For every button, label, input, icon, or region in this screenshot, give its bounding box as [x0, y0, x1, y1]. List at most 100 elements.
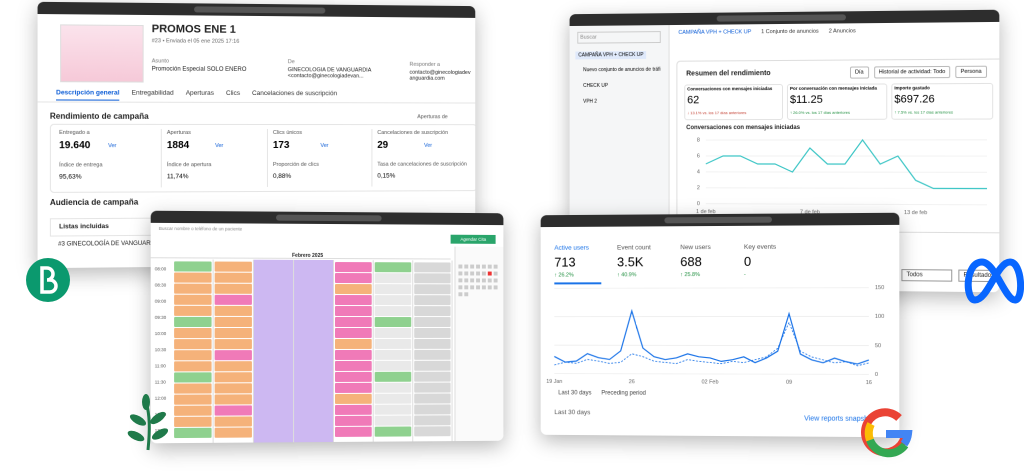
- time-label: 12:00: [155, 396, 166, 401]
- stat-link[interactable]: Ver: [108, 143, 116, 149]
- appointment: [174, 261, 211, 271]
- mini-cal-day: [458, 271, 462, 275]
- grid-line: [554, 373, 869, 374]
- breadcrumb-item[interactable]: CAMPAÑA VPH + CHECK UP: [678, 29, 751, 36]
- metric-label[interactable]: New users: [680, 244, 711, 251]
- metric-value: 0: [744, 254, 751, 269]
- controls: Día Historial de actividad: Todo Persona: [850, 66, 987, 79]
- x-tick-label: 26: [629, 379, 635, 385]
- mini-cal-day: [476, 265, 480, 269]
- tab[interactable]: Cancelaciones de suscripción: [252, 90, 337, 101]
- time-label: 08:30: [155, 283, 166, 288]
- legend: Last 30 days Preceding period: [558, 390, 646, 396]
- x-tick-label: 19 Jan: [546, 379, 562, 385]
- new-appointment-button[interactable]: Agendar Cita: [451, 235, 496, 244]
- appointment: [215, 262, 252, 272]
- appointment: [375, 262, 412, 272]
- mini-cal-day: [476, 285, 480, 289]
- stat-link[interactable]: Ver: [215, 143, 223, 149]
- time-label: 13:00: [155, 428, 166, 433]
- appointment: [375, 372, 412, 382]
- report-link[interactable]: View reports snapshot: [804, 415, 874, 422]
- date-range[interactable]: Last 30 days: [554, 409, 590, 416]
- mini-cal-day: [464, 278, 468, 282]
- appointment: [335, 416, 372, 426]
- appointment: [215, 416, 252, 426]
- stat-label: Cancelaciones de suscripción: [377, 130, 448, 136]
- appointment: [174, 394, 211, 404]
- y-tick-label: 0: [875, 372, 878, 378]
- tab[interactable]: Descripción general: [56, 89, 119, 100]
- stat-label: Aperturas: [167, 130, 191, 136]
- appointment: [174, 372, 211, 382]
- metric-change: ↑ 26.0% vs. los 17 días anteriores: [790, 110, 850, 115]
- time-label: 10:00: [155, 331, 166, 336]
- stat-label: Clics únicos: [273, 130, 302, 136]
- data-line: [554, 322, 869, 365]
- appointment: [414, 350, 450, 360]
- dropdown[interactable]: Historial de actividad: Todo: [874, 66, 951, 79]
- section-title: Rendimiento de campaña: [50, 112, 149, 121]
- rate-label: Tasa de cancelaciones de suscripción: [377, 162, 467, 168]
- audience-title: Audiencia de campaña: [50, 198, 138, 208]
- metric-label: Conversaciones con mensajes iniciadas: [687, 86, 772, 91]
- appointment: [215, 273, 252, 283]
- mini-cal-day: [476, 272, 480, 276]
- appointment: [174, 361, 211, 371]
- appointment: [414, 273, 450, 283]
- dropdown[interactable]: Persona: [956, 66, 987, 78]
- appointment: [414, 361, 450, 371]
- mini-cal-day: [476, 278, 480, 282]
- appointment: [335, 339, 372, 349]
- appointment: [174, 328, 211, 338]
- stat-link[interactable]: Ver: [424, 143, 432, 149]
- day-column: [254, 260, 294, 443]
- data-line: [554, 311, 869, 364]
- rate-value: 11,74%: [167, 173, 189, 180]
- appointment: [335, 317, 372, 327]
- label: De: [288, 59, 295, 65]
- breadcrumb-item[interactable]: 1 Conjunto de anuncios: [761, 29, 819, 36]
- appointment: [174, 317, 211, 327]
- sidebar-item: CHECK UP: [583, 83, 608, 89]
- appointment: [215, 361, 252, 371]
- banner: [60, 24, 143, 82]
- appointment: [215, 295, 252, 305]
- rate-label: Índice de entrega: [59, 162, 102, 168]
- title-bar: [570, 10, 1000, 26]
- x-tick-label: 16: [866, 380, 872, 386]
- stat-value: 19.640: [59, 140, 90, 151]
- metric-label[interactable]: Event count: [617, 244, 651, 251]
- appointment: [375, 339, 412, 349]
- y-tick-label: 4: [697, 169, 700, 175]
- grid-line: [706, 204, 987, 205]
- rate-value: 95,63%: [59, 174, 82, 181]
- appointment: [174, 295, 211, 305]
- tab[interactable]: Clics: [226, 90, 240, 101]
- appointment: [375, 405, 412, 415]
- tab[interactable]: Entregabilidad: [132, 90, 174, 101]
- from: GINECOLOGIA DE VANGUARDIA <contacto@gine…: [288, 67, 396, 79]
- mini-cal-day: [458, 292, 462, 296]
- tab[interactable]: Aperturas: [186, 90, 214, 101]
- stat-link[interactable]: Ver: [320, 143, 328, 149]
- metric-label: Por conversación con mensajes iniciada: [790, 86, 877, 91]
- appointment: [414, 328, 450, 338]
- calendar-window: Buscar nombre o teléfono de un paciente …: [151, 211, 504, 444]
- metric-label[interactable]: Key events: [744, 244, 776, 251]
- brevo-logo-letter: [42, 268, 56, 292]
- appointment: [215, 350, 252, 360]
- stat-value: 29: [377, 140, 388, 151]
- mini-cal-day: [488, 285, 492, 289]
- appointment: [414, 404, 450, 414]
- appointment: [335, 372, 372, 382]
- dropdown[interactable]: Día: [850, 66, 869, 78]
- rate-value: 0,15%: [377, 173, 395, 180]
- metric-label[interactable]: Active users: [554, 245, 589, 252]
- time-label: 09:00: [155, 299, 166, 304]
- stat-value: 1884: [167, 140, 189, 151]
- appointment: [414, 306, 450, 316]
- breadcrumb-item[interactable]: 2 Anuncios: [829, 28, 856, 34]
- mini-cal-day: [482, 272, 486, 276]
- appointment: [335, 394, 372, 404]
